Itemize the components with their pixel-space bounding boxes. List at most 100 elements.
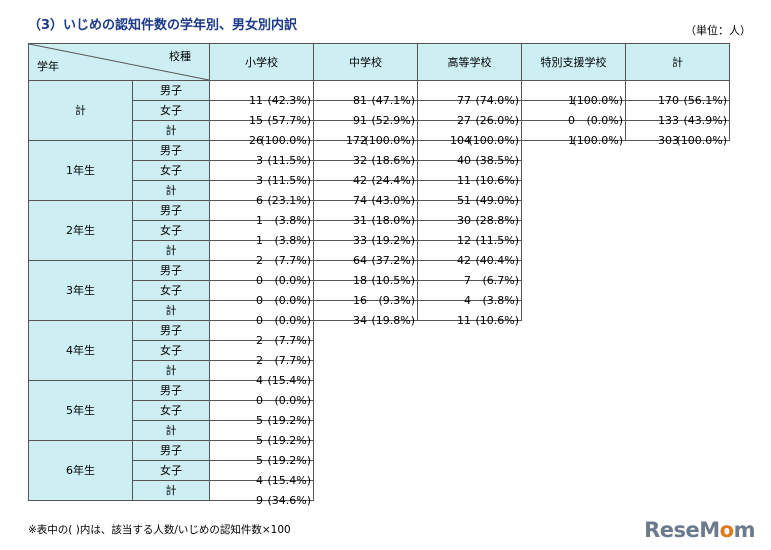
sex-label: 女子 xyxy=(132,340,210,361)
sex-label: 計 xyxy=(132,180,210,201)
empty-cell xyxy=(522,321,626,341)
logo-text-3: m xyxy=(733,518,756,542)
empty-cell xyxy=(626,401,730,421)
value-cell: 2 (7.7%) xyxy=(209,340,314,367)
value-cell: 0 (0.0%) xyxy=(209,260,314,287)
table-row: 女子 1 (3.8%) 33 (19.2%) 12 (11.5%) xyxy=(29,220,730,247)
sex-label: 男子 xyxy=(132,260,210,281)
value-cell: 5 (19.2%) xyxy=(209,440,314,467)
empty-cell xyxy=(314,381,418,401)
value-cell: 34 (19.8%) xyxy=(313,300,418,327)
sex-label: 女子 xyxy=(132,400,210,421)
count-value: 11 xyxy=(457,313,471,327)
empty-cell xyxy=(314,401,418,421)
corner-grade-label: 学年 xyxy=(37,60,59,73)
grade-label: 2年生 xyxy=(28,200,133,261)
logo-text-2: o xyxy=(719,518,734,542)
resemom-logo: ReseMom xyxy=(644,518,755,542)
sex-label: 男子 xyxy=(132,200,210,221)
empty-cell xyxy=(522,201,626,221)
value-cell: 4 (3.8%) xyxy=(417,280,522,307)
value-cell: 81 (47.1%) xyxy=(313,80,418,107)
empty-cell xyxy=(626,481,730,501)
value-cell: 1 (3.8%) xyxy=(209,200,314,227)
value-cell: 51 (49.0%) xyxy=(417,180,522,207)
value-cell: 133 (43.9%) xyxy=(625,100,730,127)
corner-header: 校種 学年 xyxy=(28,43,210,81)
empty-cell xyxy=(314,361,418,381)
table-row: 計 0 (0.0%) 34 (19.8%) 11 (10.6%) xyxy=(29,300,730,327)
empty-cell xyxy=(418,381,522,401)
grade-label: 4年生 xyxy=(28,320,133,381)
empty-cell xyxy=(522,401,626,421)
empty-cell xyxy=(626,461,730,481)
table-row: 1年生 男子 3 (11.5%) 32 (18.6%) 40 (38.5%) xyxy=(28,140,730,201)
sex-label: 男子 xyxy=(132,440,210,461)
table-row: 計 9 (34.6%) xyxy=(29,480,730,507)
value-cell: 15 (57.7%) xyxy=(209,100,314,127)
sex-label: 女子 xyxy=(132,160,210,181)
table-row: 計 26 (100.0%) 172 (100.0%) 104 (100.0%) 1 (100.0… xyxy=(29,120,730,147)
empty-cell xyxy=(626,281,730,301)
empty-cell xyxy=(626,301,730,321)
sex-label: 計 xyxy=(132,360,210,381)
value-cell: 64 (37.2%) xyxy=(313,240,418,267)
page-title: （3）いじめの認知件数の学年別、男女別内訳 xyxy=(28,18,298,33)
value-cell: 7 (6.7%) xyxy=(417,260,522,287)
value-cell: 40 (38.5%) xyxy=(417,140,522,167)
sex-label: 男子 xyxy=(132,320,210,341)
value-cell: 42 (24.4%) xyxy=(313,160,418,187)
column-header: 高等学校 xyxy=(417,43,522,81)
value-cell: 1 (3.8%) xyxy=(209,220,314,247)
value-cell: 170 (56.1%) xyxy=(625,80,730,107)
value-cell: 0 (0.0%) xyxy=(209,380,314,407)
empty-cell xyxy=(626,421,730,441)
empty-cell xyxy=(626,441,730,461)
value-cell: 172 (100.0%) xyxy=(313,120,418,147)
empty-cell xyxy=(626,381,730,401)
table-row: 女子 2 (7.7%) xyxy=(29,340,730,367)
empty-cell xyxy=(314,481,418,501)
table-row: 計 4 (15.4%) xyxy=(29,360,730,387)
value-cell: 2 (7.7%) xyxy=(209,240,314,267)
empty-cell xyxy=(418,421,522,441)
sex-label: 女子 xyxy=(132,100,210,121)
bullying-table: 校種 学年 小学校 中学校 高等学校 特別支援学校 計 計男子 11 (42.3%)… xyxy=(28,43,730,507)
empty-cell xyxy=(314,421,418,441)
value-cell: 9 (34.6%) xyxy=(209,480,314,507)
table-row: 5年生 男子 0 (0.0%) xyxy=(28,380,730,441)
value-cell: 5 (19.2%) xyxy=(209,400,314,427)
sex-label: 計 xyxy=(132,420,210,441)
table-row: 2年生 男子 1 (3.8%) 31 (18.0%) 30 (28.8%) xyxy=(28,200,730,261)
empty-cell xyxy=(626,181,730,201)
sex-label: 女子 xyxy=(132,460,210,481)
corner-school-type-label: 校種 xyxy=(169,50,191,63)
value-cell: 16 (9.3%) xyxy=(313,280,418,307)
percent-value: (100.0%) xyxy=(676,133,727,147)
column-header: 中学校 xyxy=(313,43,418,81)
column-header: 特別支援学校 xyxy=(521,43,626,81)
table-row: 女子 5 (19.2%) xyxy=(29,400,730,427)
empty-cell xyxy=(626,221,730,241)
value-cell: 4 (15.4%) xyxy=(209,360,314,387)
sex-label: 男子 xyxy=(132,380,210,401)
empty-cell xyxy=(418,361,522,381)
footnote: ※表中の( )内は、該当する人数/いじめの認知件数×100 xyxy=(28,524,291,536)
empty-cell xyxy=(418,481,522,501)
empty-cell xyxy=(522,341,626,361)
value-cell: 0 (0.0%) xyxy=(209,300,314,327)
value-cell: 1 (100.0%) xyxy=(521,120,626,147)
value-cell: 12 (11.5%) xyxy=(417,220,522,247)
value-cell: 18 (10.5%) xyxy=(313,260,418,287)
sex-label: 女子 xyxy=(132,280,210,301)
table-row: 女子 3 (11.5%) 42 (24.4%) 11 (10.6%) xyxy=(29,160,730,187)
empty-cell xyxy=(418,461,522,481)
value-cell: 74 (43.0%) xyxy=(313,180,418,207)
grade-label: 6年生 xyxy=(28,440,133,501)
value-cell: 11 (42.3%) xyxy=(209,80,314,107)
empty-cell xyxy=(522,301,626,321)
value-cell: 11 (10.6%) xyxy=(417,300,522,327)
value-cell: 77 (74.0%) xyxy=(417,80,522,107)
unit-label: （単位：人） xyxy=(685,24,751,37)
percent-value: (10.6%) xyxy=(475,313,519,327)
